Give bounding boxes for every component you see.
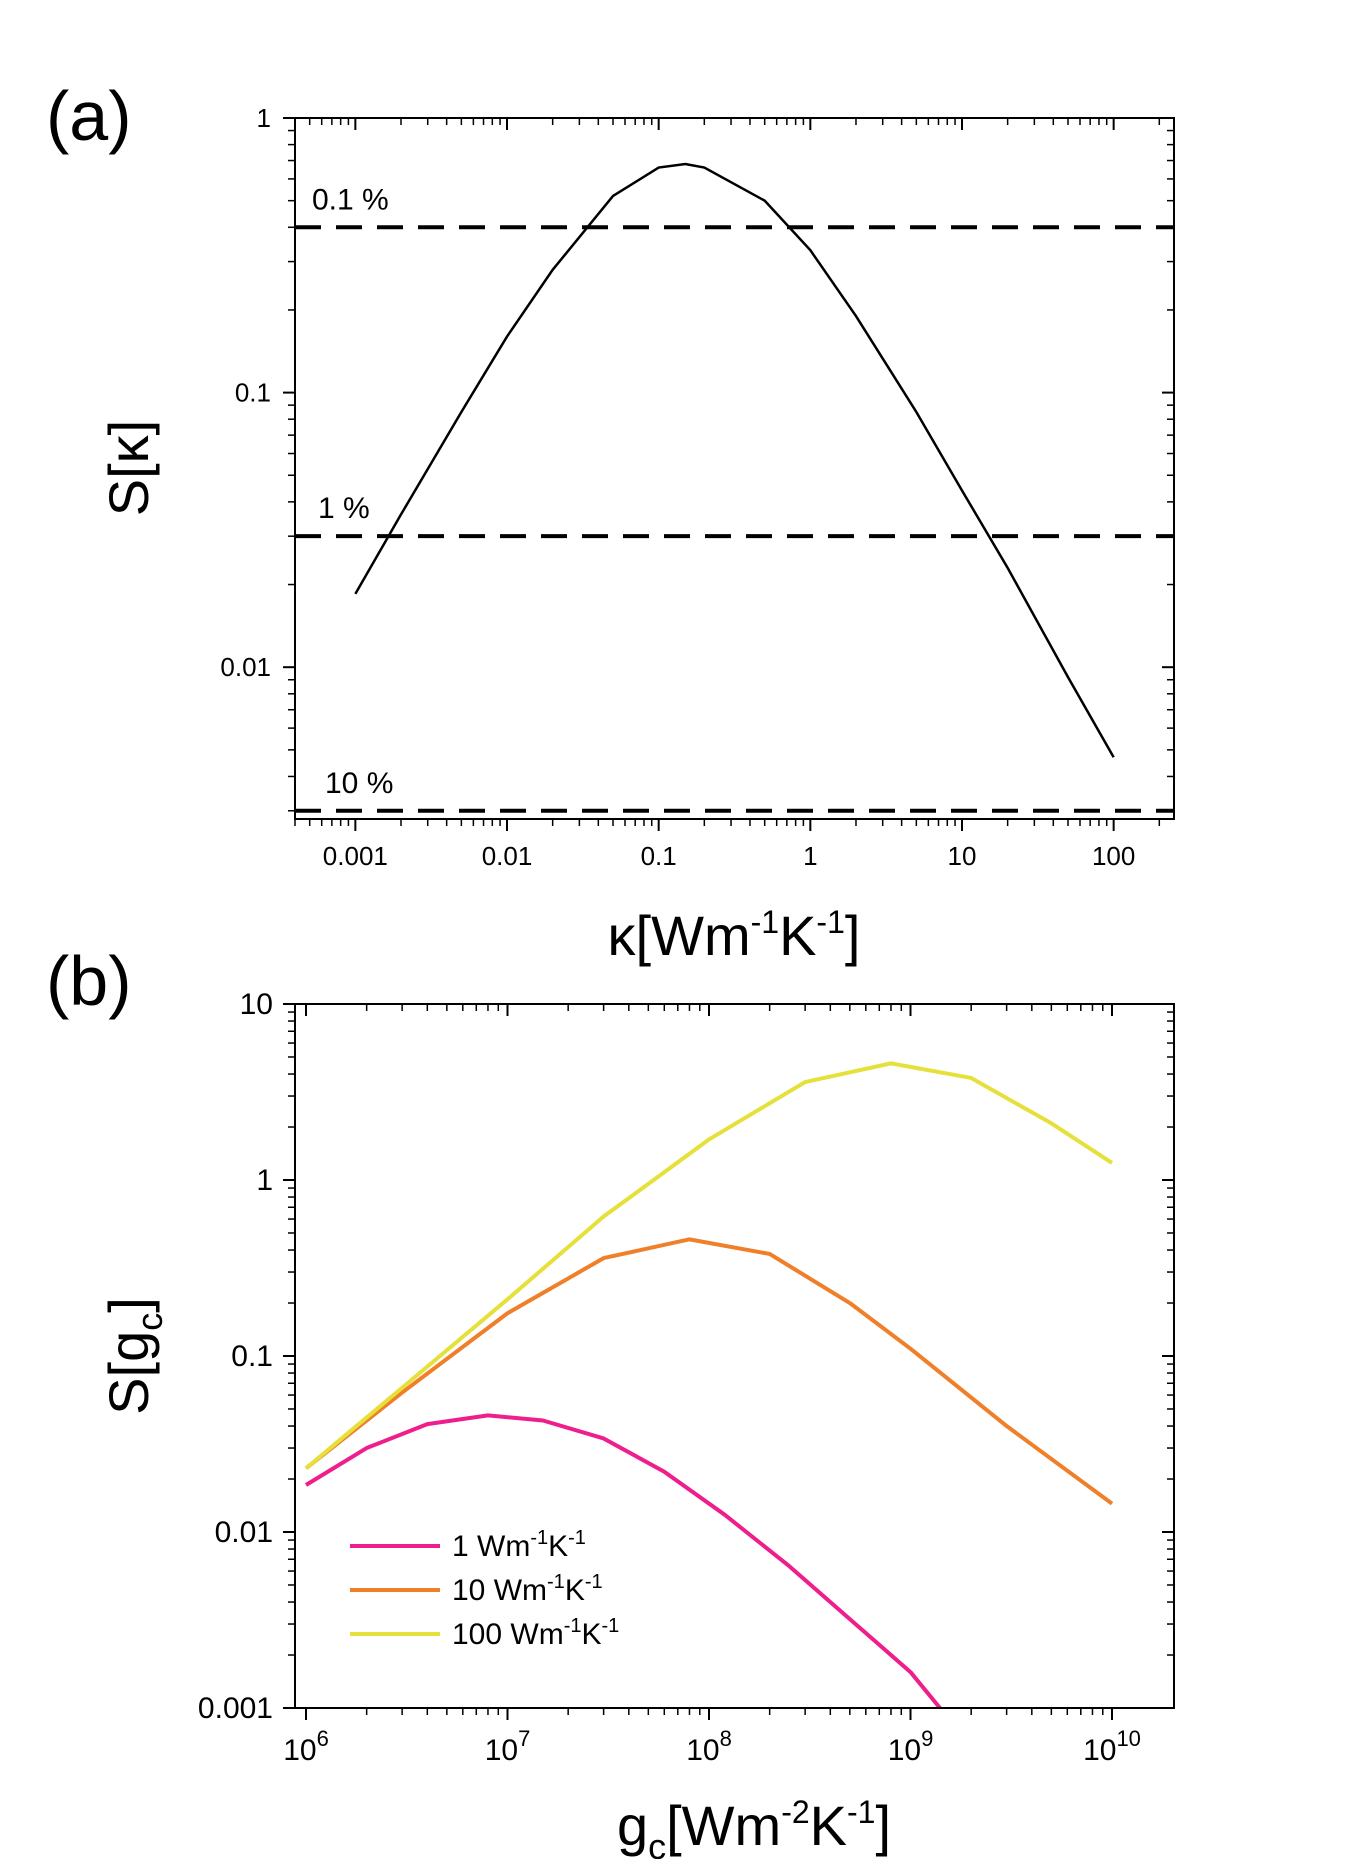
x-axis-title-a: κ[Wm-1K-1] [608, 904, 861, 967]
series-line [304, 1061, 1114, 1470]
chart-a: 0.1 %1 %10 % 0.001 0.01 0.1 1 10 1000.010.11 … [97, 103, 1175, 967]
y-tick-label-b: 0.01 [215, 1516, 273, 1549]
legend-label: 10 Wm-1K-1 [452, 1571, 603, 1607]
series-line [304, 1413, 942, 1710]
series-line [304, 1237, 1114, 1506]
y-axis-title-a: S[κ] [97, 420, 160, 516]
panel-label-a: (a) [46, 77, 132, 155]
plot-frame-a [294, 117, 1175, 820]
x-tick-label-a: 1 [803, 841, 817, 871]
reference-line-label: 10 % [325, 767, 393, 800]
x-tick-label-a: 100 [1092, 841, 1135, 871]
reference-line-label: 1 % [318, 492, 370, 525]
legend-b: 1 Wm-1K-1 10 Wm-1K-1 100 Wm-1K-1 [350, 1527, 619, 1651]
y-tick-label-b: 0.1 [231, 1340, 273, 1373]
chart-b: 106 107 108 109 1010 0.001 0.01 0.1 1 10 1 Wm-1K-… [97, 988, 1175, 1859]
x-tick-label-b: 109 [888, 1726, 934, 1767]
x-tick-label-a: 0.01 [482, 841, 533, 871]
plot-frame-b [294, 1003, 1175, 1709]
x-tick-label-b: 1010 [1083, 1726, 1141, 1767]
reference-line-label: 0.1 % [312, 183, 389, 216]
y-tick-label-a: 0.1 [235, 378, 271, 408]
x-tick-label-b: 107 [485, 1726, 531, 1767]
legend-label: 100 Wm-1K-1 [452, 1615, 619, 1651]
x-tick-label-b: 108 [686, 1726, 732, 1767]
y-axis-title-b: S[gc] [97, 1297, 170, 1415]
y-tick-label-b: 10 [240, 988, 273, 1021]
series-line [354, 162, 1115, 758]
y-tick-label-a: 0.01 [220, 652, 271, 682]
x-tick-label-b: 106 [283, 1726, 329, 1767]
y-tick-label-b: 1 [256, 1164, 273, 1197]
x-axis-title-b: gc[Wm-2K-1] [617, 1794, 891, 1859]
panel-label-b: (b) [46, 942, 132, 1020]
x-tick-label-a: 10 [948, 841, 977, 871]
legend-label: 1 Wm-1K-1 [452, 1527, 586, 1563]
x-tick-label-a: 0.001 [323, 841, 388, 871]
x-tick-label-a: 0.1 [641, 841, 677, 871]
y-tick-label-a: 1 [257, 103, 271, 133]
y-tick-label-b: 0.001 [198, 1692, 273, 1725]
